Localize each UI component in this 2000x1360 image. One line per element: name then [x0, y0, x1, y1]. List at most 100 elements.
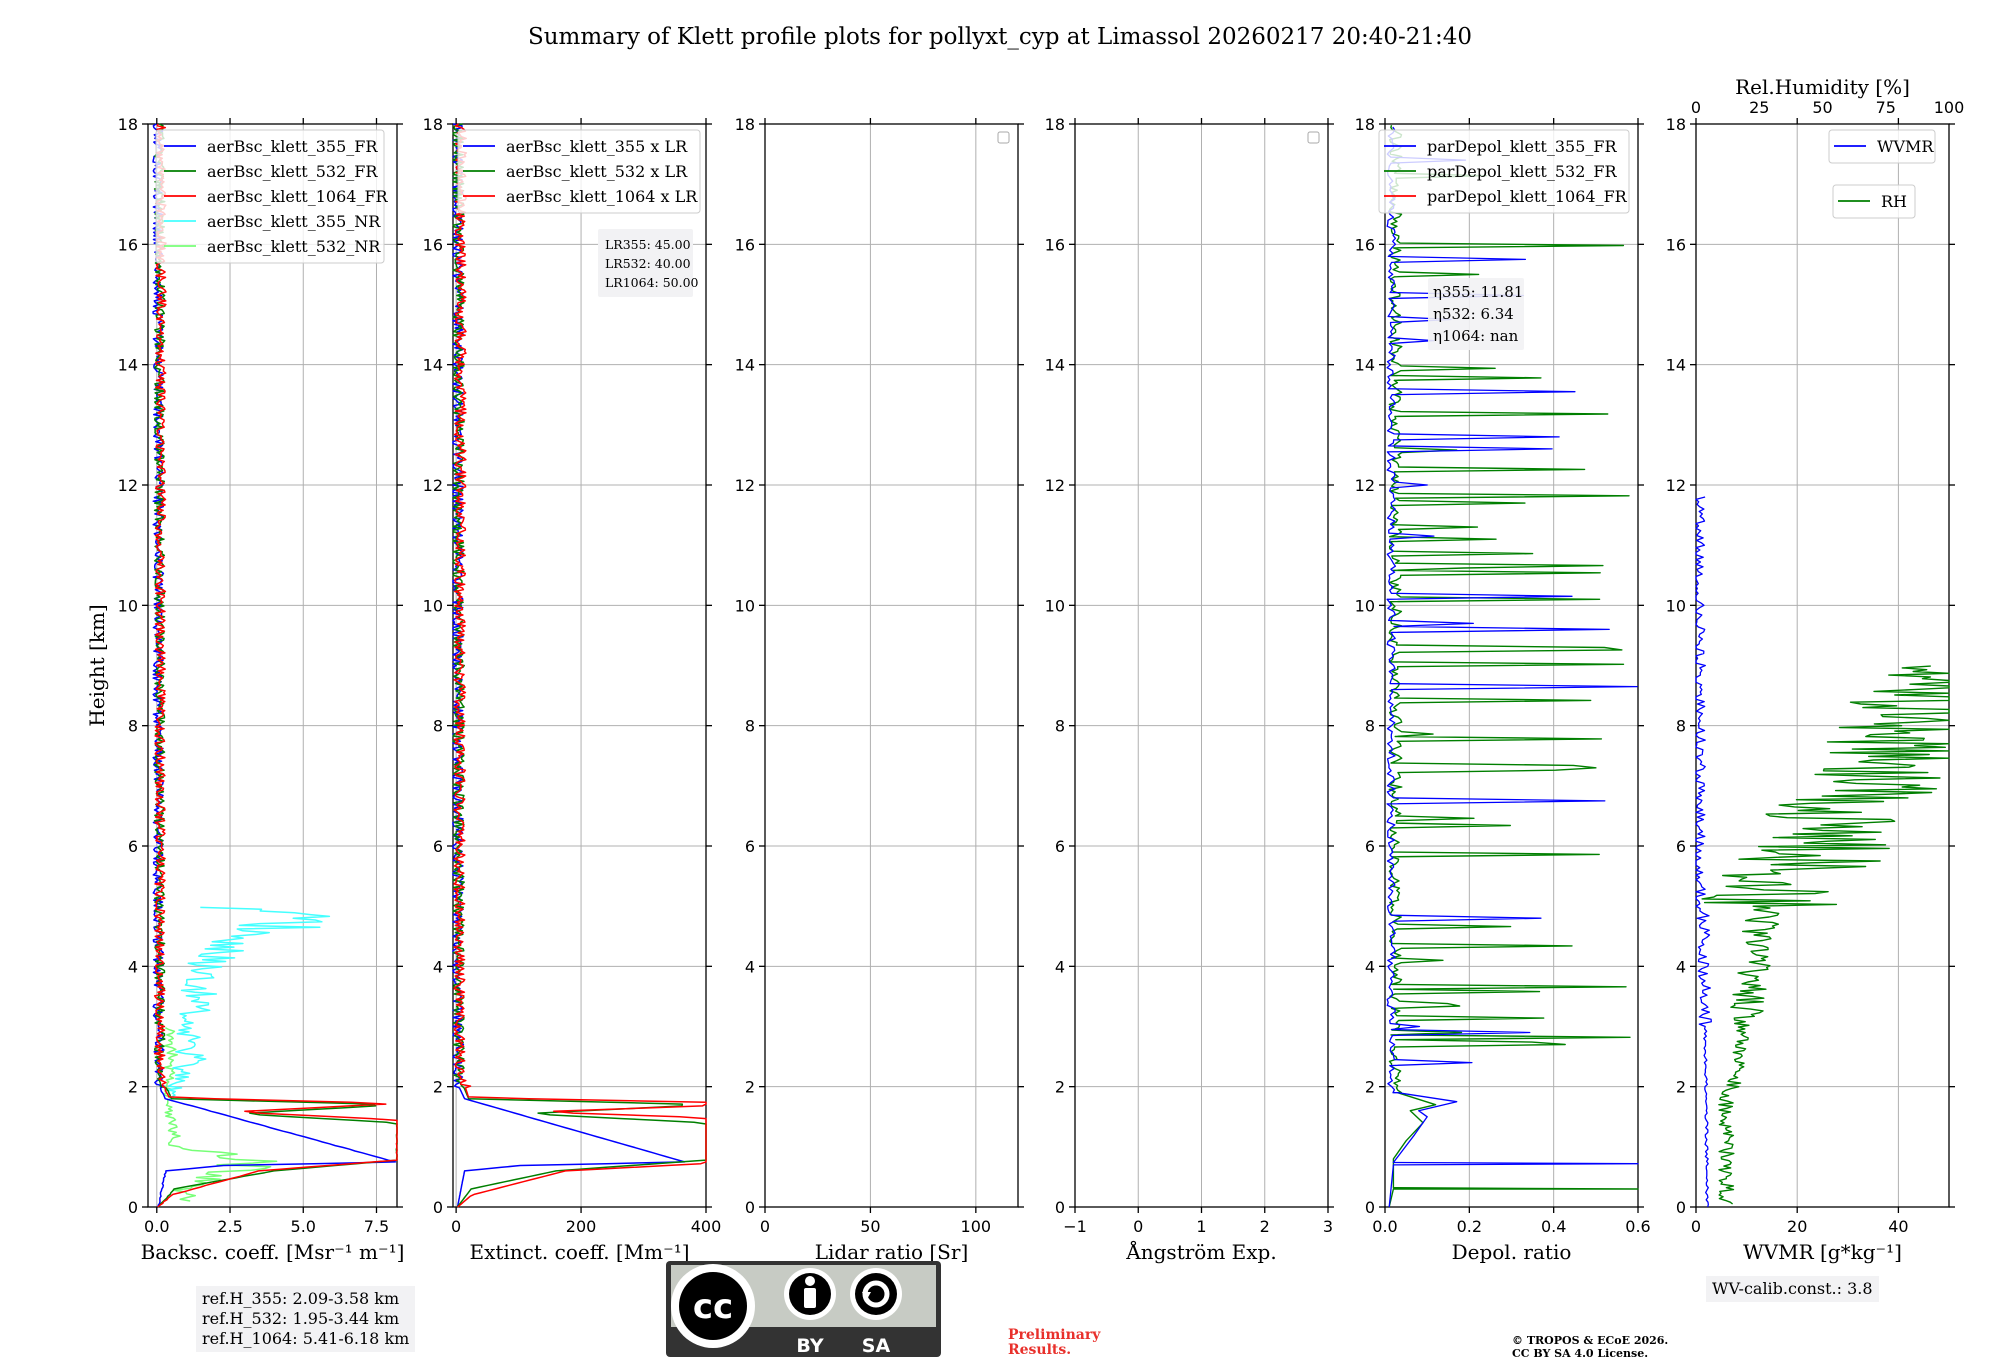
legend-label: WVMR — [1877, 137, 1934, 156]
y-tick-label: 4 — [1676, 957, 1686, 976]
top-x-tick-label: 50 — [1812, 98, 1832, 117]
series-line-aerBsc_klett_355_FR — [152, 123, 397, 1208]
y-tick-label: 8 — [433, 717, 443, 736]
y-tick-label: 16 — [735, 235, 755, 254]
copyright-note: © TROPOS & ECoE 2026. CC BY SA 4.0 Licen… — [1512, 1334, 1668, 1360]
x-tick-label: 40 — [1888, 1217, 1908, 1236]
y-tick-label: 0 — [1676, 1198, 1686, 1217]
y-tick-label: 2 — [128, 1078, 138, 1097]
y-tick-label: 4 — [1365, 957, 1375, 976]
y-tick-label: 18 — [1045, 115, 1065, 134]
axes-frame — [452, 123, 707, 1208]
y-tick-label: 6 — [745, 837, 755, 856]
y-tick-label: 10 — [118, 596, 138, 615]
chart-title: Summary of Klett profile plots for polly… — [528, 24, 1472, 50]
legend-box — [155, 129, 385, 264]
ref-h-1064: ref.H_1064: 5.41-6.18 km — [202, 1329, 410, 1348]
y-tick-label: 0 — [433, 1198, 443, 1217]
legend-label: RH — [1881, 192, 1907, 211]
y-tick-label: 6 — [1676, 837, 1686, 856]
x-tick-label: 2 — [1260, 1217, 1270, 1236]
copyright-line-2: CC BY SA 4.0 License. — [1512, 1347, 1649, 1360]
annotation-line: LR532: 40.00 — [605, 256, 691, 271]
legend-extinction: aerBsc_klett_355 x LR aerBsc_klett_532 x … — [457, 129, 701, 214]
legend-label: parDepol_klett_532_FR — [1427, 162, 1618, 181]
legend-wvmr: WVMR RH — [1828, 129, 1936, 219]
legend-label: aerBsc_klett_355_FR — [207, 137, 378, 156]
y-tick-label: 18 — [1355, 115, 1375, 134]
ref-h-355: ref.H_355: 2.09-3.58 km — [202, 1289, 400, 1308]
y-axis-label: Height [km] — [85, 604, 109, 726]
svg-text:cc: cc — [693, 1287, 733, 1327]
y-tick-label: 6 — [128, 837, 138, 856]
empty-legend-box — [1307, 131, 1320, 144]
x-tick-label: 0 — [451, 1217, 461, 1236]
x-tick-label: 7.5 — [364, 1217, 389, 1236]
annotation-line: LR1064: 50.00 — [605, 275, 699, 290]
x-axis-label: WVMR [g*kg⁻¹] — [1743, 1240, 1902, 1264]
x-tick-label: 0.2 — [1457, 1217, 1482, 1236]
x-axis-label: Ångström Exp. — [1125, 1239, 1276, 1264]
top-x-axis-label: Rel.Humidity [%] — [1735, 75, 1910, 99]
y-tick-label: 18 — [118, 115, 138, 134]
series-line-aerBsc_klett_355_NR — [166, 906, 331, 1100]
x-tick-label: 5.0 — [291, 1217, 316, 1236]
empty-legend-box — [997, 131, 1010, 144]
series-line-aerBsc_klett_1064_FR — [153, 123, 398, 1208]
annotation-line: η355: 11.81 — [1433, 283, 1523, 301]
eta-annotation: η355: 11.81 η532: 6.34 η1064: nan — [1428, 278, 1524, 350]
y-tick-label: 0 — [1365, 1198, 1375, 1217]
y-tick-label: 4 — [745, 957, 755, 976]
y-tick-label: 10 — [1666, 596, 1686, 615]
x-tick-label: 0 — [1133, 1217, 1143, 1236]
y-tick-label: 16 — [1355, 235, 1375, 254]
y-tick-label: 14 — [1355, 356, 1375, 375]
legend-box — [1828, 129, 1936, 164]
legend-box — [1832, 184, 1916, 219]
ref-h-532: ref.H_532: 1.95-3.44 km — [202, 1309, 400, 1328]
top-x-tick-label: 75 — [1876, 98, 1896, 117]
x-tick-label: −1 — [1063, 1217, 1087, 1236]
y-tick-label: 12 — [1666, 476, 1686, 495]
y-tick-label: 10 — [423, 596, 443, 615]
panel-lidar_ratio: 0 2 4 6 8 10 12 14 16 18 0 50 100 Lidar ratio [Sr] — [735, 115, 1024, 1264]
legend-label: aerBsc_klett_1064 x LR — [506, 187, 698, 206]
y-tick-label: 6 — [1055, 837, 1065, 856]
y-tick-label: 18 — [735, 115, 755, 134]
x-tick-label: 100 — [961, 1217, 992, 1236]
x-axis-label: Backsc. coeff. [Msr⁻¹ m⁻¹] — [141, 1240, 405, 1264]
series-line-parDepol_klett_355_FR — [1386, 126, 1639, 1208]
series-line-aerBsc_klett_532_FR — [153, 123, 398, 1208]
wv-calib-const: WV-calib.const.: 3.8 — [1712, 1279, 1873, 1298]
top-x-tick-label: 100 — [1934, 98, 1965, 117]
reference-height-box: ref.H_355: 2.09-3.58 km ref.H_532: 1.95-… — [196, 1286, 416, 1352]
y-tick-label: 12 — [423, 476, 443, 495]
y-tick-label: 2 — [1676, 1078, 1686, 1097]
x-tick-label: 200 — [566, 1217, 597, 1236]
annotation-box — [598, 229, 693, 297]
legend-label: aerBsc_klett_532_FR — [207, 162, 378, 181]
y-tick-label: 8 — [128, 717, 138, 736]
x-tick-label: 0.4 — [1541, 1217, 1566, 1236]
x-tick-label: 0 — [760, 1217, 770, 1236]
y-tick-label: 12 — [1045, 476, 1065, 495]
y-tick-label: 10 — [1045, 596, 1065, 615]
copyright-line-1: © TROPOS & ECoE 2026. — [1512, 1334, 1669, 1347]
y-tick-label: 14 — [118, 356, 138, 375]
x-tick-label: 400 — [691, 1217, 722, 1236]
y-tick-label: 0 — [1055, 1198, 1065, 1217]
y-tick-label: 2 — [1365, 1078, 1375, 1097]
axes-frame — [764, 123, 1019, 1208]
y-tick-label: 12 — [1355, 476, 1375, 495]
y-tick-label: 16 — [1045, 235, 1065, 254]
y-tick-label: 4 — [433, 957, 443, 976]
x-tick-label: 3 — [1323, 1217, 1333, 1236]
y-tick-label: 14 — [1666, 356, 1686, 375]
y-tick-label: 2 — [433, 1078, 443, 1097]
preliminary-line-2: Results. — [1008, 1342, 1072, 1358]
y-tick-label: 0 — [745, 1198, 755, 1217]
series-group-backscatter: aerBsc_klett_355_FR aerBsc_klett_532_FRae… — [152, 123, 398, 1208]
y-tick-label: 14 — [735, 356, 755, 375]
